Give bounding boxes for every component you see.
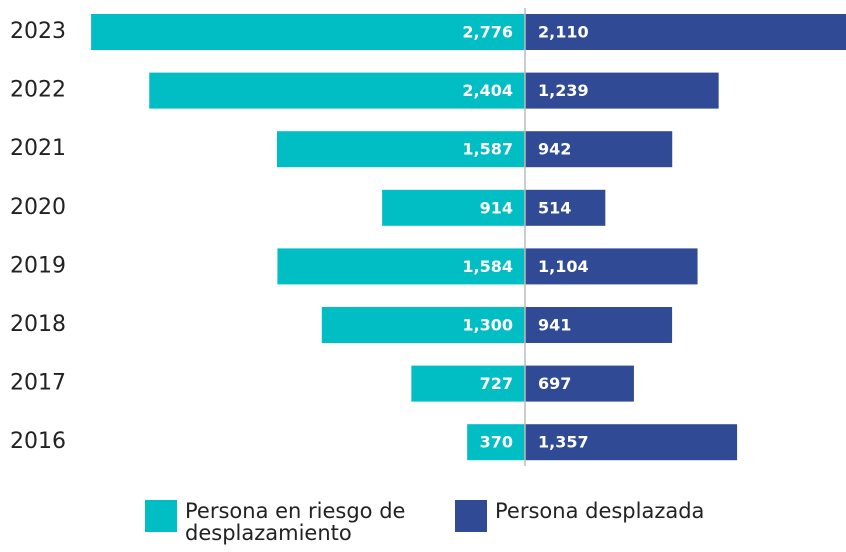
data-label: 514 bbox=[538, 198, 571, 217]
bar bbox=[91, 14, 525, 50]
y-tick-label: 2023 bbox=[10, 19, 66, 44]
data-label: 914 bbox=[480, 198, 513, 217]
plot: 2023 2,776 2,110 2022 2,404 1,239 2021 1,587 942… bbox=[10, 8, 846, 466]
bar bbox=[382, 189, 525, 226]
legend-label: Persona en riesgo de desplazamiento bbox=[185, 499, 406, 545]
data-label: 2,776 bbox=[462, 23, 513, 42]
bar bbox=[277, 248, 525, 285]
bar bbox=[321, 307, 525, 343]
y-tick-label: 2021 bbox=[10, 136, 66, 161]
data-label: 1,357 bbox=[538, 433, 589, 452]
legend-item: Persona desplazada bbox=[455, 500, 775, 532]
y-tick-label: 2022 bbox=[10, 78, 66, 103]
data-label: 942 bbox=[538, 140, 571, 159]
bar bbox=[467, 424, 525, 461]
data-label: 1,584 bbox=[462, 257, 513, 276]
bar bbox=[525, 307, 673, 343]
y-tick-label: 2016 bbox=[10, 429, 66, 454]
data-label: 1,300 bbox=[462, 316, 513, 335]
bar bbox=[525, 365, 634, 402]
y-tick-label: 2018 bbox=[10, 312, 66, 337]
legend-label: Persona desplazada bbox=[495, 499, 705, 523]
data-label: 2,404 bbox=[462, 81, 513, 100]
y-tick-label: 2019 bbox=[10, 253, 66, 278]
data-label: 697 bbox=[538, 374, 571, 393]
bar bbox=[525, 72, 719, 109]
data-label: 1,239 bbox=[538, 81, 589, 100]
bar bbox=[411, 365, 525, 402]
legend-item: Persona en riesgo de desplazamiento bbox=[145, 500, 415, 544]
bar bbox=[525, 131, 673, 168]
bar bbox=[525, 14, 846, 50]
data-label: 370 bbox=[480, 433, 513, 452]
bar bbox=[525, 424, 738, 461]
data-label: 1,104 bbox=[538, 257, 589, 276]
data-label: 727 bbox=[480, 374, 513, 393]
legend-swatch bbox=[145, 500, 177, 532]
legend-swatch bbox=[455, 500, 487, 532]
data-label: 2,110 bbox=[538, 23, 589, 42]
bar bbox=[525, 189, 606, 226]
data-label: 941 bbox=[538, 316, 571, 335]
bar bbox=[276, 131, 525, 168]
data-label: 1,587 bbox=[462, 140, 513, 159]
bar bbox=[525, 248, 698, 285]
y-tick-label: 2017 bbox=[10, 371, 66, 396]
y-tick-label: 2020 bbox=[10, 195, 66, 220]
bar bbox=[149, 72, 525, 109]
